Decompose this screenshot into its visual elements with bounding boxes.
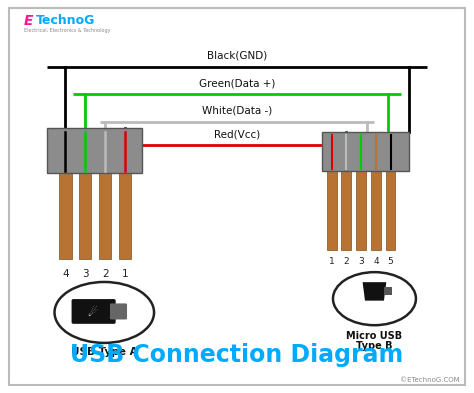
Bar <box>59 173 72 259</box>
Text: E: E <box>24 14 33 28</box>
Text: Electrical, Electronics & Technology: Electrical, Electronics & Technology <box>24 28 110 33</box>
Ellipse shape <box>55 282 154 343</box>
Text: White(Data -): White(Data -) <box>202 106 272 116</box>
Text: 1: 1 <box>122 269 128 279</box>
Text: 2: 2 <box>343 257 349 266</box>
FancyBboxPatch shape <box>72 299 116 324</box>
FancyBboxPatch shape <box>110 303 127 320</box>
Bar <box>327 171 337 250</box>
Text: USB Type A: USB Type A <box>71 347 137 357</box>
Bar <box>322 132 409 171</box>
Text: ☄: ☄ <box>87 308 98 318</box>
Text: 3: 3 <box>358 257 364 266</box>
Text: Green(Data +): Green(Data +) <box>199 79 275 88</box>
Text: Micro USB: Micro USB <box>346 331 402 341</box>
Text: 4: 4 <box>373 257 379 266</box>
Text: 4: 4 <box>62 269 69 279</box>
Bar <box>79 173 91 259</box>
Bar <box>341 171 351 250</box>
Bar <box>356 171 366 250</box>
Bar <box>119 173 131 259</box>
Text: ©ETechnoG.COM: ©ETechnoG.COM <box>400 377 460 383</box>
Text: Red(Vcc): Red(Vcc) <box>214 130 260 140</box>
Bar <box>99 173 111 259</box>
Bar <box>47 128 142 173</box>
Bar <box>371 171 381 250</box>
Text: 2: 2 <box>102 269 109 279</box>
Text: 3: 3 <box>82 269 89 279</box>
Text: Type B: Type B <box>356 341 393 351</box>
Text: Black(GND): Black(GND) <box>207 51 267 61</box>
Text: 1: 1 <box>329 257 335 266</box>
Text: TechnoG: TechnoG <box>36 14 95 27</box>
Text: USB Connection Diagram: USB Connection Diagram <box>70 343 404 367</box>
Bar <box>386 171 395 250</box>
Polygon shape <box>363 282 386 301</box>
Bar <box>384 287 392 295</box>
Text: 5: 5 <box>388 257 393 266</box>
Ellipse shape <box>333 272 416 325</box>
